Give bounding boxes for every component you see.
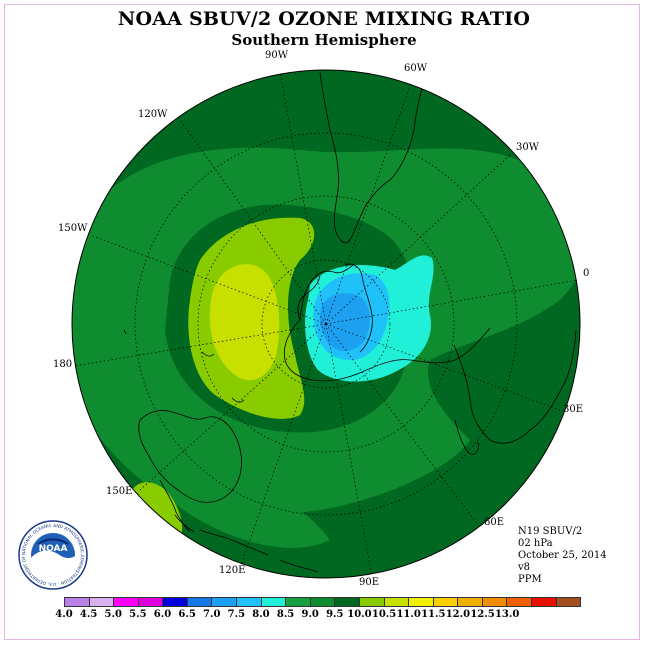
colorbar-tick-label: 11.0 — [396, 609, 421, 620]
island-b — [231, 397, 245, 403]
colorbar-tick-label: 4.0 — [55, 609, 73, 620]
lon-label-90e: 90E — [359, 577, 380, 588]
colorbar-tick-label: 7.0 — [203, 609, 221, 620]
map-subtitle: Southern Hemisphere — [231, 31, 417, 49]
logo-bird — [37, 538, 69, 545]
lon-label-30e: 30E — [563, 404, 584, 415]
colorbar-tick-label: 8.5 — [276, 609, 295, 620]
lon-label-150w: 150W — [58, 223, 88, 234]
colorbar-tick-label: 11.5 — [421, 609, 446, 620]
colorbar-segment — [507, 598, 532, 606]
field-8.5-b — [72, 370, 330, 548]
colorbar-segment — [187, 598, 213, 606]
lon-label-180: 180 — [53, 359, 73, 370]
colorbar-tick-label: 9.5 — [326, 609, 344, 620]
info-satellite: N19 SBUV/2 — [518, 526, 583, 537]
lon-label-120w: 120W — [138, 109, 168, 120]
colorbar-segment — [384, 598, 410, 606]
lon-label-120e: 120E — [219, 565, 246, 576]
colorbar-segment — [335, 598, 360, 606]
noaa-logo: NATIONAL OCEANIC AND ATMOSPHERIC ADMINIS… — [18, 520, 88, 590]
island-a — [123, 329, 127, 335]
lon-label-60w: 60W — [404, 63, 428, 74]
colorbar — [64, 597, 581, 607]
antarctica-coast-a — [283, 319, 491, 382]
colorbar-segment — [114, 598, 139, 606]
colorbar-tick-label: 9.0 — [301, 609, 319, 620]
colorbar-tick-label: 6.5 — [178, 609, 196, 620]
info-units: PPM — [518, 574, 542, 585]
logo-text: NOAA — [39, 544, 68, 554]
lon-label-0: 0 — [583, 268, 590, 279]
info-level: 02 hPa — [518, 538, 553, 549]
colorbar-segment — [409, 598, 434, 606]
colorbar-segment — [359, 598, 385, 606]
latitude-circles — [134, 132, 518, 516]
colorbar-segment — [310, 598, 336, 606]
colorbar-segment — [237, 598, 262, 606]
info-block: N19 SBUV/2 02 hPa October 25, 2014 v8 PP… — [518, 526, 607, 586]
colorbar-segment — [261, 598, 287, 606]
antarctica-coast-c — [344, 263, 373, 353]
colorbar-segment — [65, 598, 90, 606]
map-boundary — [71, 69, 581, 579]
colorbar-tick-label: 5.5 — [129, 609, 147, 620]
colorbar-segment — [89, 598, 115, 606]
colorbar-segment — [556, 598, 581, 606]
colorbar-tick-label: 4.5 — [79, 609, 98, 620]
colorbar-tick-label: 12.0 — [445, 609, 471, 620]
colorbar-segment — [163, 598, 188, 606]
south-america-coast — [319, 71, 425, 244]
colorbar-tick-label: 8.0 — [252, 609, 270, 620]
colorbar-segment — [458, 598, 483, 606]
indonesia-coast-a — [199, 529, 269, 556]
colorbar-segment — [531, 598, 557, 606]
colorbar-tick-label: 10.0 — [347, 609, 372, 620]
australia-coast — [138, 410, 242, 503]
africa-coast — [453, 329, 577, 444]
meridian-lines — [73, 71, 579, 578]
colorbar-segment — [286, 598, 311, 606]
logo-wave — [31, 550, 75, 577]
colorbar-tick-label: 10.5 — [371, 609, 397, 620]
info-date: October 25, 2014 — [518, 550, 607, 561]
field-7.0-low — [320, 293, 370, 352]
antarctica-coast-b — [297, 275, 321, 321]
lon-label-30w: 30W — [516, 142, 540, 153]
colorbar-segment — [482, 598, 508, 606]
lon-label-60e: 60E — [484, 517, 505, 528]
info-version: v8 — [518, 562, 531, 573]
lon-label-90w: 90W — [265, 50, 289, 61]
colorbar-ticks: 4.0 4.5 5.0 5.5 6.0 6.5 7.0 7.5 8.0 8.5 9.0 9.5 10.0… — [52, 609, 597, 623]
field-10.0-core — [209, 264, 280, 381]
lon-label-150e: 150E — [106, 486, 133, 497]
colorbar-segment — [138, 598, 164, 606]
madagascar-coast — [454, 419, 479, 455]
colorbar-segment — [433, 598, 459, 606]
colorbar-segment — [212, 598, 238, 606]
map-title: NOAA SBUV/2 OZONE MIXING RATIO — [117, 8, 531, 30]
antarctic-peninsula — [299, 265, 353, 321]
figure-frame — [4, 4, 640, 640]
colorbar-tick-label: 6.0 — [153, 609, 172, 620]
colorbar-tick-label: 7.5 — [227, 609, 246, 620]
new-zealand-coast — [159, 479, 191, 533]
colorbar-tick-label: 13.0 — [494, 609, 520, 620]
island-c — [201, 351, 215, 357]
coastlines — [123, 71, 577, 573]
colorbar-tick-label: 12.5 — [470, 609, 495, 620]
colorbar-tick-label: 5.0 — [104, 609, 122, 620]
indonesia-coast-b — [279, 559, 319, 573]
